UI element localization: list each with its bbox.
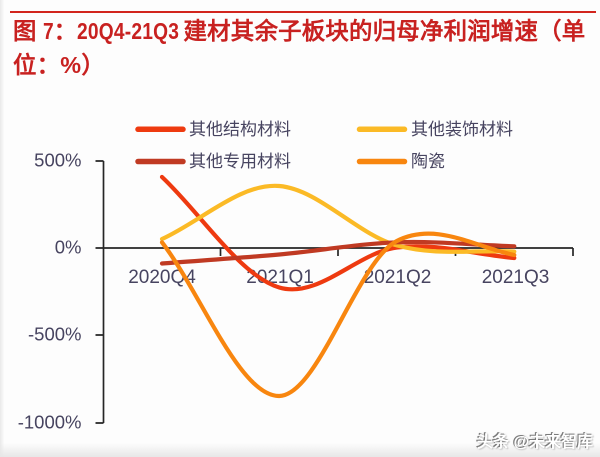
svg-text:2021Q3: 2021Q3	[482, 267, 550, 288]
svg-text:0%: 0%	[55, 237, 82, 258]
svg-text:500%: 500%	[34, 150, 81, 171]
svg-text:2021Q1: 2021Q1	[246, 267, 314, 288]
svg-text:陶瓷: 陶瓷	[411, 152, 445, 171]
svg-text:其他结构材料: 其他结构材料	[189, 120, 291, 139]
svg-text:-500%: -500%	[28, 324, 81, 345]
svg-text:其他专用材料: 其他专用材料	[189, 152, 291, 171]
svg-text:2021Q2: 2021Q2	[364, 267, 432, 288]
svg-text:其他装饰材料: 其他装饰材料	[411, 120, 513, 139]
svg-text:2020Q4: 2020Q4	[128, 267, 196, 288]
svg-text:-1000%: -1000%	[18, 412, 82, 433]
